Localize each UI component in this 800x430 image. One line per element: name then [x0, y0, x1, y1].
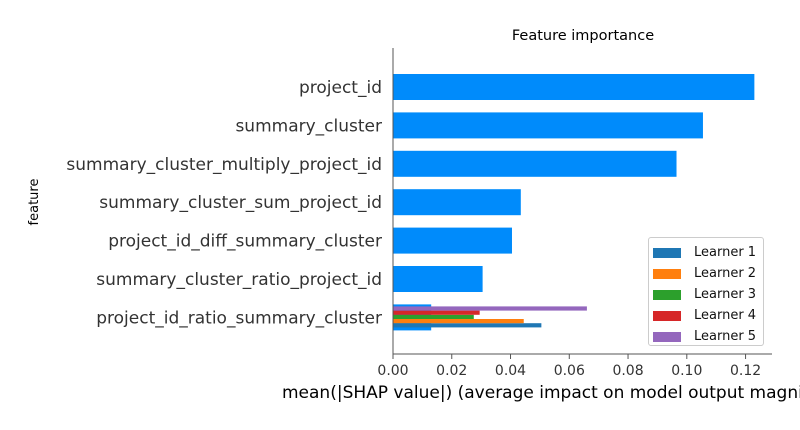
y-tick-label: project_id_diff_summary_cluster	[108, 232, 382, 252]
legend-item: Learner 3	[653, 284, 763, 305]
x-tick-label: 0.02	[436, 363, 467, 379]
x-tick-label: 0.10	[671, 363, 702, 379]
legend-swatch	[653, 289, 681, 300]
bar-learner-4-project_id_ratio_summary_cluster	[393, 310, 480, 315]
legend-swatch	[653, 331, 681, 342]
bar-learner-3-project_id_ratio_summary_cluster	[393, 314, 474, 319]
bar-summary_cluster_sum_project_id	[393, 189, 521, 216]
bar-summary_cluster	[393, 112, 703, 139]
legend-item: Learner 1	[653, 242, 763, 263]
chart-title: Feature importance	[512, 28, 654, 44]
legend-swatch	[653, 247, 681, 258]
y-tick-label: project_id_ratio_summary_cluster	[96, 308, 382, 328]
legend-item: Learner 5	[653, 326, 763, 347]
bar-summary_cluster_multiply_project_id	[393, 150, 677, 177]
bar-project_id	[393, 74, 755, 100]
legend-label: Learner 5	[694, 329, 757, 344]
legend-label: Learner 4	[694, 308, 757, 323]
legend-item: Learner 4	[653, 305, 763, 326]
bar-learner-5-project_id_ratio_summary_cluster	[393, 306, 587, 311]
legend-label: Learner 2	[694, 266, 757, 281]
x-tick-label: 0.04	[495, 363, 526, 379]
y-tick-label: summary_cluster	[235, 116, 382, 136]
legend-label: Learner 3	[694, 287, 757, 302]
y-tick-label: summary_cluster_ratio_project_id	[96, 270, 382, 290]
legend-swatch	[653, 310, 681, 321]
x-tick-label: 0.12	[730, 363, 761, 379]
y-tick-label: summary_cluster_multiply_project_id	[66, 155, 382, 175]
bar-summary_cluster_ratio_project_id	[393, 266, 483, 292]
y-tick-label: summary_cluster_sum_project_id	[99, 193, 382, 213]
legend: Learner 1 Learner 2 Learner 3 Learner 4 Lear…	[648, 237, 764, 346]
y-tick-label: project_id	[299, 78, 382, 98]
bar-project_id_diff_summary_cluster	[393, 227, 512, 254]
y-axis-label: feature	[27, 179, 42, 226]
bar-learner-2-project_id_ratio_summary_cluster	[393, 319, 524, 324]
legend-swatch	[653, 268, 681, 279]
x-axis-label: mean(|SHAP value|) (average impact on mo…	[282, 383, 800, 403]
legend-item: Learner 2	[653, 263, 763, 284]
x-tick-label: 0.00	[377, 363, 408, 379]
x-tick-label: 0.08	[612, 363, 643, 379]
legend-label: Learner 1	[694, 245, 757, 260]
x-tick-label: 0.06	[554, 363, 585, 379]
bar-learner-1-project_id_ratio_summary_cluster	[393, 323, 542, 328]
